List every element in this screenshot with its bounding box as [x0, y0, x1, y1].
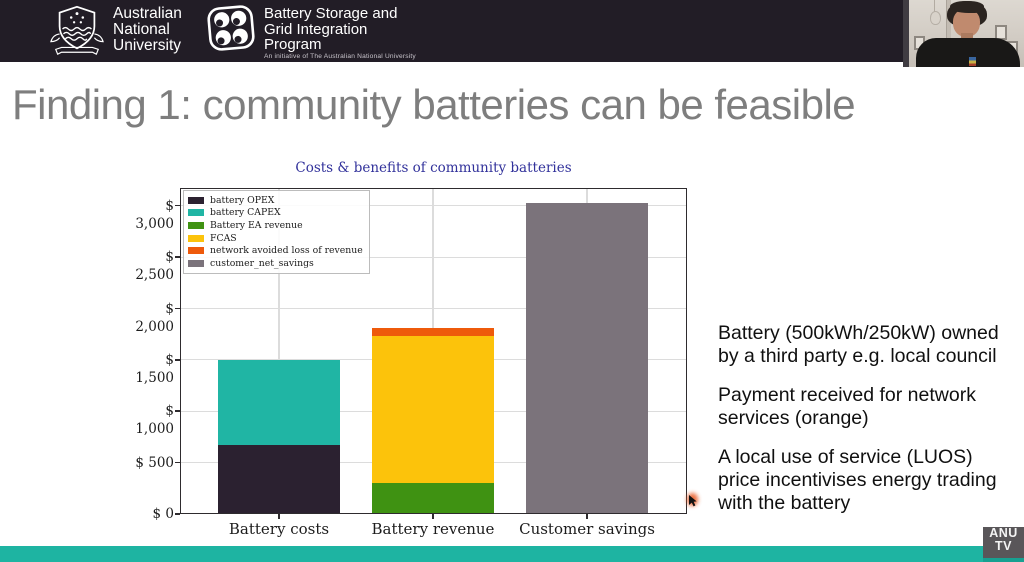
y-tick-mark — [175, 307, 180, 310]
legend-swatch — [188, 196, 204, 204]
pendant-lamp — [930, 11, 941, 25]
y-tick-label: $ 0 — [152, 506, 174, 522]
bar-segment-fcas — [372, 336, 494, 484]
x-tick-mark — [432, 514, 434, 519]
x-tick-mark — [586, 514, 588, 519]
presenter-neck — [961, 33, 973, 42]
bar-segment-battery-ea-revenue — [372, 483, 494, 514]
legend-label: battery OPEX — [210, 194, 275, 206]
anu-wordmark: Australian National University — [113, 5, 182, 54]
y-tick-label: $ 2,000 — [135, 300, 174, 335]
y-tick-mark — [175, 359, 180, 361]
footer-accent-bar — [0, 546, 1024, 562]
bsgip-tagline: An initiative of The Australian National… — [264, 53, 416, 60]
x-tick-label: Battery revenue — [371, 520, 495, 538]
y-tick-mark — [175, 256, 180, 258]
v-gridline — [278, 188, 280, 514]
door-frame — [946, 0, 951, 67]
bar-segment-customer-net-savings — [526, 202, 648, 514]
bar-segment-battery-opex — [218, 445, 340, 514]
y-tick-label: $ 1,000 — [135, 403, 174, 438]
bsgip-logo-icon — [206, 4, 256, 57]
anu-crest-logo — [48, 4, 106, 63]
legend-label: customer_net_savings — [210, 257, 314, 269]
page-title: Finding 1: community batteries can be fe… — [12, 81, 856, 128]
legend-swatch — [188, 209, 204, 217]
anu-tv-watermark: ANU TV — [983, 527, 1024, 562]
y-tick-label: $ 3,000 — [135, 197, 174, 232]
bsgip-wordmark: Battery Storage and Grid Integration Pro… — [264, 5, 398, 53]
chart: Costs & benefits of community batteries … — [130, 160, 730, 542]
note-network-payment: Payment received for network services (o… — [718, 384, 976, 429]
x-tick-label: Customer savings — [519, 520, 655, 538]
legend-item: customer_net_savings — [188, 257, 363, 270]
notes-block: Battery (500kWh/250kW) owned by a third … — [718, 322, 1024, 531]
legend-item: FCAS — [188, 232, 363, 245]
y-tick-mark — [175, 410, 180, 412]
legend-label: FCAS — [210, 232, 237, 244]
bar-segment-network-avoided-loss-of-revenue — [372, 328, 494, 337]
chart-legend: battery OPEX battery CAPEX Battery EA reve… — [183, 190, 370, 274]
chart-title: Costs & benefits of community batteries — [295, 160, 572, 176]
tshirt-print — [969, 57, 976, 66]
mouse-cursor-icon — [685, 491, 705, 511]
header-bar: Australian National University Battery S… — [0, 0, 1024, 62]
legend-swatch — [188, 259, 204, 267]
legend-label: Battery EA revenue — [210, 219, 303, 231]
x-tick-mark — [278, 514, 280, 519]
y-tick-label: $ 1,500 — [135, 351, 174, 386]
y-tick-mark — [175, 461, 180, 464]
legend-item: battery OPEX — [188, 194, 363, 207]
legend-swatch — [188, 221, 204, 229]
presenter-face — [953, 9, 980, 37]
legend-item: network avoided loss of revenue — [188, 244, 363, 257]
legend-swatch — [188, 247, 204, 255]
note-battery-ownership: Battery (500kWh/250kW) owned by a third … — [718, 322, 999, 367]
legend-label: battery CAPEX — [210, 207, 281, 219]
anu-tv-line2: TV — [995, 539, 1012, 553]
y-tick-mark — [175, 204, 180, 207]
y-tick-label: $ 2,500 — [135, 249, 174, 284]
note-luos-price: A local use of service (LUOS) price ince… — [718, 446, 997, 514]
presenter-torso — [916, 38, 1020, 67]
presenter-fringe — [950, 1, 984, 13]
x-tick-label: Battery costs — [228, 520, 330, 538]
y-tick-label: $ 500 — [135, 454, 174, 471]
pendant-lamp-cord — [934, 0, 935, 12]
bar-segment-battery-capex — [218, 359, 340, 446]
presenter-webcam — [903, 0, 1024, 67]
legend-item: battery CAPEX — [188, 207, 363, 220]
webcam-edge — [903, 0, 909, 67]
legend-swatch — [188, 234, 204, 242]
legend-item: Battery EA revenue — [188, 219, 363, 232]
y-tick-mark — [175, 513, 180, 515]
anu-tv-line1: ANU — [989, 526, 1018, 540]
legend-label: network avoided loss of revenue — [210, 245, 363, 257]
